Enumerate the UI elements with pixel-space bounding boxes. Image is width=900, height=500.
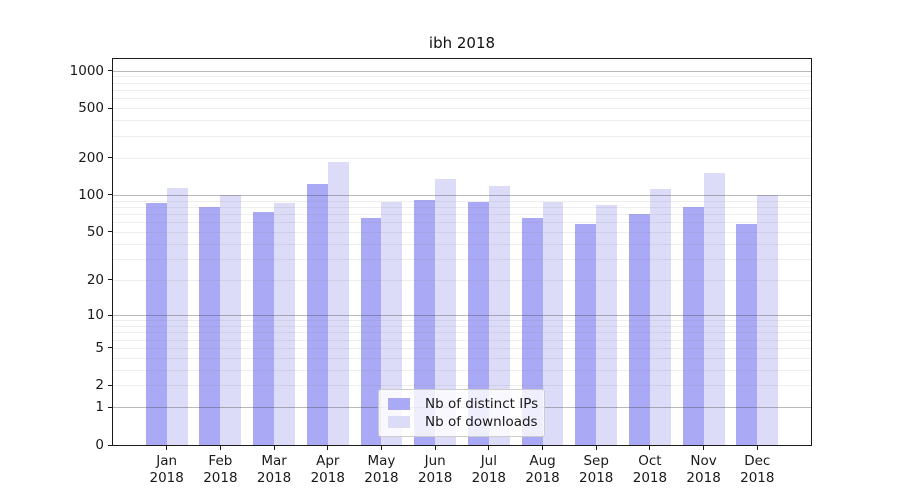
y-tick-label-10: 10	[86, 307, 104, 324]
legend-entry-downloads: Nb of downloads	[388, 414, 538, 431]
x-tick-year: 2018	[417, 470, 453, 486]
bar-downloads-may	[381, 201, 403, 445]
y-tick-1000	[108, 70, 112, 72]
y-tick-label-1: 1	[95, 399, 104, 416]
legend-label-distinct-ips: Nb of distinct IPs	[425, 395, 539, 412]
x-tick-label-mar: Mar 2018	[242, 453, 306, 487]
x-tick-year: 2018	[632, 470, 668, 486]
legend-label-downloads: Nb of downloads	[425, 414, 538, 431]
y-tick-label-20: 20	[86, 271, 104, 288]
bar-distinct-ips-nov	[682, 207, 704, 445]
y-tick-label-200: 200	[78, 149, 104, 166]
y-tick-50	[108, 231, 112, 233]
x-tick-year: 2018	[149, 470, 184, 486]
y-tick-label-2: 2	[95, 377, 104, 394]
y-tick-label-500: 500	[78, 100, 104, 117]
y-tick-label-100: 100	[78, 186, 104, 203]
legend-swatch-distinct-ips	[388, 397, 410, 410]
x-tick-label-oct: Oct 2018	[618, 453, 682, 487]
y-tick-100	[108, 194, 112, 196]
x-tick-oct	[649, 446, 651, 450]
bar-downloads-apr	[327, 161, 349, 445]
x-tick-year: 2018	[471, 470, 507, 486]
x-tick-jan	[166, 446, 168, 450]
bar-distinct-ips-aug	[521, 217, 543, 445]
x-tick-may	[380, 446, 382, 450]
y-tick-0	[108, 444, 112, 446]
bar-distinct-ips-apr	[306, 184, 328, 445]
legend-entry-distinct-ips: Nb of distinct IPs	[388, 395, 539, 412]
bar-downloads-jan	[166, 188, 188, 445]
bar-distinct-ips-jan	[145, 202, 167, 445]
y-tick-label-5: 5	[95, 339, 104, 356]
x-tick-year: 2018	[686, 470, 721, 486]
x-tick-label-aug: Aug 2018	[511, 453, 575, 487]
y-tick-10	[108, 314, 112, 316]
bar-downloads-sep	[596, 205, 618, 445]
y-tick-label-0: 0	[95, 437, 104, 453]
bar-distinct-ips-sep	[575, 223, 597, 445]
x-tick-label-feb: Feb 2018	[188, 453, 252, 487]
bar-downloads-dec	[757, 194, 779, 445]
x-tick-jul	[488, 446, 490, 450]
bar-downloads-jul	[488, 186, 510, 445]
bar-distinct-ips-jul	[467, 202, 489, 445]
y-tick-500	[108, 107, 112, 109]
x-tick-label-jan: Jan 2018	[135, 453, 199, 487]
x-tick-year: 2018	[310, 470, 345, 486]
y-tick-5	[108, 347, 112, 349]
x-tick-aug	[542, 446, 544, 450]
chart-title: ibh 2018	[428, 34, 496, 52]
bar-downloads-nov	[703, 173, 725, 445]
x-tick-dec	[756, 446, 758, 450]
x-tick-year: 2018	[740, 470, 775, 486]
bar-distinct-ips-may	[360, 217, 382, 445]
x-tick-label-may: May 2018	[349, 453, 413, 487]
bar-downloads-mar	[274, 202, 295, 445]
x-tick-label-jul: Jul 2018	[457, 453, 521, 487]
bar-downloads-jun	[435, 178, 457, 445]
bar-distinct-ips-dec	[736, 223, 758, 445]
x-tick-year: 2018	[579, 470, 614, 486]
x-tick-label-sep: Sep 2018	[564, 453, 628, 487]
x-tick-year: 2018	[364, 470, 399, 486]
x-tick-jun	[434, 446, 436, 450]
bar-distinct-ips-mar	[253, 212, 275, 445]
bar-distinct-ips-jun	[414, 199, 436, 445]
y-tick-2	[108, 384, 112, 386]
bar-distinct-ips-feb	[199, 206, 221, 445]
y-tick-20	[108, 279, 112, 281]
x-tick-mar	[273, 446, 275, 450]
bars-layer	[113, 59, 811, 445]
x-tick-apr	[327, 446, 329, 450]
x-tick-year: 2018	[256, 470, 292, 486]
x-tick-nov	[703, 446, 705, 450]
y-tick-label-1000: 1000	[69, 62, 104, 79]
bar-downloads-feb	[220, 194, 242, 445]
bar-distinct-ips-oct	[629, 213, 650, 445]
x-tick-sep	[595, 446, 597, 450]
x-tick-label-nov: Nov 2018	[672, 453, 736, 487]
bar-downloads-aug	[542, 201, 564, 445]
x-tick-label-jun: Jun 2018	[403, 453, 467, 487]
y-tick-label-50: 50	[86, 223, 104, 240]
x-tick-year: 2018	[525, 470, 560, 486]
x-tick-label-apr: Apr 2018	[296, 453, 360, 487]
legend: Nb of distinct IPs Nb of downloads	[378, 389, 545, 437]
y-tick-1	[108, 406, 112, 408]
x-tick-label-dec: Dec 2018	[725, 453, 789, 487]
bar-downloads-oct	[649, 188, 671, 445]
legend-swatch-downloads	[388, 416, 410, 429]
x-tick-year: 2018	[203, 470, 238, 486]
y-tick-200	[108, 157, 112, 159]
x-tick-feb	[219, 446, 221, 450]
